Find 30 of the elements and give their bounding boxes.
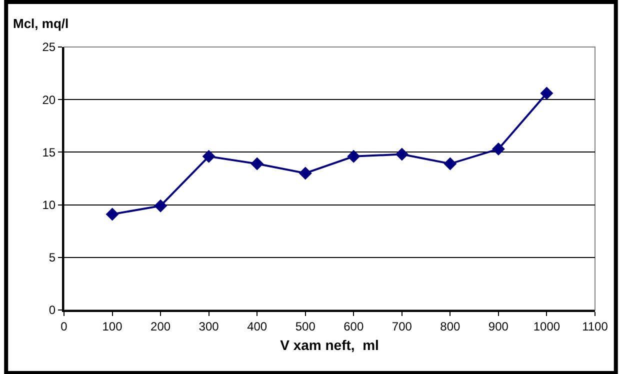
x-tick-label: 500 [295,319,316,334]
x-tick-label: 300 [198,319,220,334]
point [250,157,264,170]
x-tick-label: 800 [440,319,461,334]
x-tick-label: 200 [150,319,171,334]
point [202,150,216,163]
x-tick-label: 900 [488,319,509,334]
x-tick-label: 700 [392,319,412,334]
point [154,199,168,212]
x-axis-title: V xam neft, ml [280,337,379,354]
point [540,86,554,100]
x-tick-label: 400 [247,319,268,334]
y-tick-label: 15 [42,145,56,160]
y-tick-label: 0 [48,303,56,318]
x-tick-label: 100 [102,319,123,334]
y-tick-label: 25 [42,40,56,54]
y-tick-label: 10 [42,198,56,212]
y-axis-title: Mcl, mq/l [13,16,69,31]
x-tick-label: 1000 [533,319,560,334]
point [395,148,408,161]
y-tick-label: 5 [48,250,56,265]
point [492,142,505,156]
x-tick-label: 600 [344,319,364,334]
x-tick-label: 0 [60,319,68,334]
point [298,166,312,180]
point [106,208,119,221]
point [444,157,457,170]
y-tick-label: 20 [42,92,56,107]
x-tick-label: 1100 [582,319,608,334]
point [347,150,360,163]
